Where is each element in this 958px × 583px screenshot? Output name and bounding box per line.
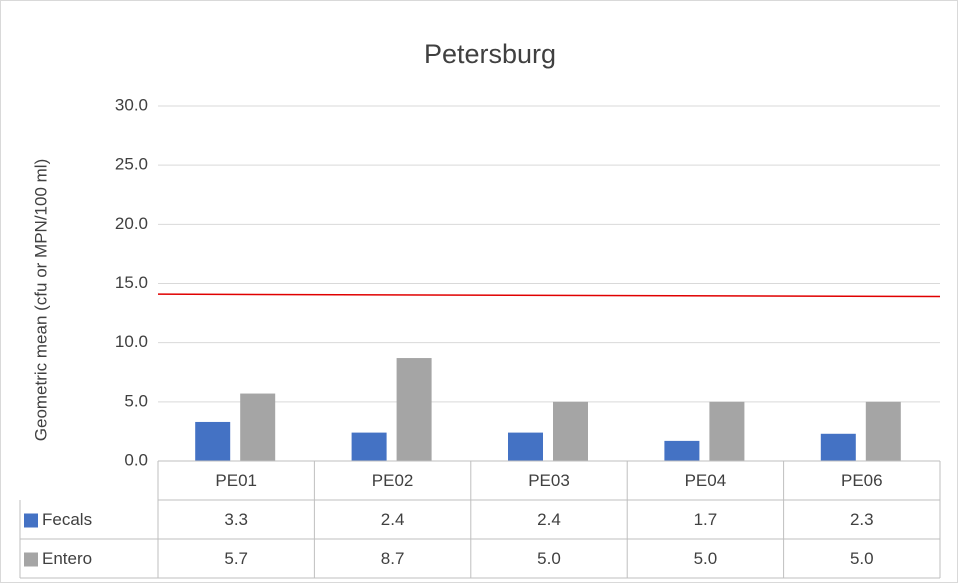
y-tick-label: 0.0 (124, 450, 148, 469)
legend-label: Entero (42, 549, 92, 568)
bar (195, 421, 231, 461)
reference-line (157, 293, 941, 298)
table-value: 5.0 (850, 549, 874, 568)
table-value: 1.7 (694, 510, 718, 529)
bar (351, 432, 387, 461)
x-tick-label: PE01 (215, 471, 257, 490)
y-tick-label: 20.0 (115, 214, 148, 233)
bar (240, 393, 276, 461)
bar (709, 401, 745, 461)
y-tick-label: 10.0 (115, 332, 148, 351)
bar (553, 401, 588, 461)
table-value: 2.3 (850, 510, 874, 529)
table-value: 5.7 (224, 549, 248, 568)
y-tick-label: 15.0 (115, 273, 148, 292)
table-value: 5.0 (694, 549, 718, 568)
x-tick-label: PE03 (528, 471, 570, 490)
y-tick-label: 30.0 (115, 95, 148, 114)
table-value: 8.7 (381, 549, 405, 568)
x-tick-label: PE02 (372, 471, 414, 490)
bar (820, 433, 856, 461)
legend-swatch (24, 513, 38, 528)
bar (664, 440, 700, 461)
chart-title: Petersburg (424, 39, 556, 69)
legend-label: Fecals (42, 510, 92, 529)
bar (508, 432, 543, 461)
bar (396, 358, 432, 461)
y-tick-label: 25.0 (115, 155, 148, 174)
table-value: 2.4 (537, 510, 561, 529)
legend-swatch (24, 552, 38, 567)
y-tick-label: 5.0 (124, 391, 148, 410)
table-value: 3.3 (224, 510, 248, 529)
y-axis-label: Geometric mean (cfu or MPN/100 ml) (31, 159, 50, 441)
table-value: 5.0 (537, 549, 561, 568)
x-tick-label: PE04 (685, 471, 727, 490)
table-value: 2.4 (381, 510, 405, 529)
bar (865, 401, 901, 461)
x-tick-label: PE06 (841, 471, 883, 490)
